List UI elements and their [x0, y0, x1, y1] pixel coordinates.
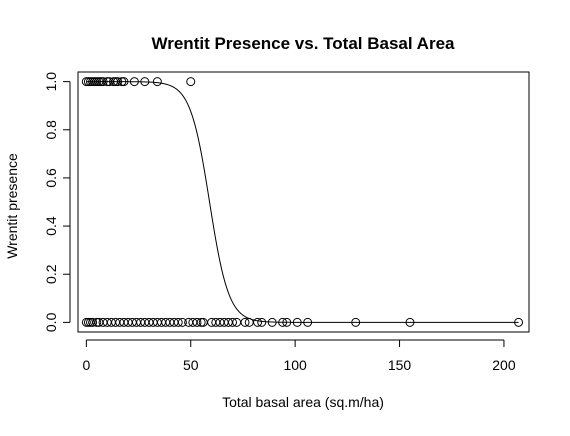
data-point: [196, 317, 206, 327]
y-axis-label: Wrentit presence: [4, 153, 20, 259]
x-axis-label: Total basal area (sq.m/ha): [222, 394, 384, 410]
data-point: [92, 317, 102, 327]
data-point: [228, 317, 238, 327]
plot-frame: [77, 71, 530, 333]
logistic-curve: [86, 81, 519, 323]
data-point: [152, 77, 162, 87]
chart-title: Wrentit Presence vs. Total Basal Area: [152, 34, 456, 53]
x-axis: 0 50 100 150 200: [82, 339, 516, 373]
data-point: [253, 317, 263, 327]
x-tick-label: 50: [183, 357, 199, 373]
y-tick-label: 0.8: [43, 120, 59, 140]
y-tick-label: 0.4: [43, 216, 59, 236]
data-point: [173, 317, 183, 327]
x-tick-label: 200: [492, 357, 516, 373]
data-point: [192, 317, 202, 327]
data-point: [198, 317, 208, 327]
x-tick-label: 0: [82, 357, 90, 373]
y-axis: 0.0 0.2 0.4 0.6 0.8 1.0: [43, 72, 71, 332]
y-tick-label: 0.2: [43, 264, 59, 284]
fitted-curve: [86, 81, 519, 323]
y-tick-label: 0.6: [43, 168, 59, 188]
y-tick-label: 0.0: [43, 312, 59, 332]
data-point: [177, 317, 187, 327]
y-tick-label: 1.0: [43, 72, 59, 92]
data-point: [88, 317, 98, 327]
data-point: [257, 317, 267, 327]
x-tick-label: 150: [388, 357, 412, 373]
data-point: [240, 317, 250, 327]
data-points: [81, 77, 524, 327]
data-point: [81, 317, 91, 327]
data-point: [186, 77, 196, 87]
x-tick-label: 100: [283, 357, 307, 373]
